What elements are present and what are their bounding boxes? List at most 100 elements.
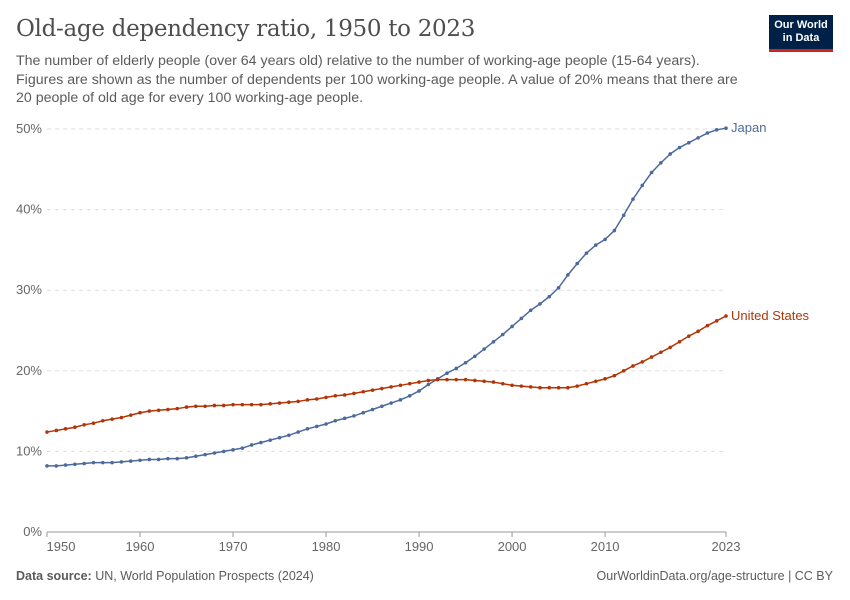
data-point: [724, 314, 728, 318]
data-point: [380, 404, 384, 409]
data-point: [566, 273, 570, 277]
data-point: [705, 131, 710, 135]
data-point: [119, 415, 124, 420]
data-point: [231, 447, 235, 452]
data-point: [240, 402, 245, 407]
data-point: [370, 407, 375, 412]
x-tick-label: 2010: [591, 539, 620, 554]
data-point: [631, 197, 635, 201]
data-point: [314, 397, 319, 401]
data-point: [259, 440, 263, 445]
data-point: [547, 294, 552, 299]
data-point: [380, 386, 384, 391]
data-point: [491, 380, 496, 384]
data-point: [324, 395, 328, 400]
x-tick-label: 1950: [47, 539, 76, 554]
data-point: [519, 384, 524, 388]
data-point: [575, 384, 579, 388]
data-point: [593, 379, 598, 384]
data-point: [407, 381, 412, 386]
data-point: [352, 414, 356, 418]
data-point: [500, 332, 505, 337]
data-point: [101, 460, 105, 465]
data-point: [128, 413, 133, 417]
data-point: [714, 319, 719, 323]
x-tick-label: 2000: [498, 539, 527, 554]
data-point: [277, 401, 282, 405]
data-point: [175, 406, 180, 411]
data-point: [407, 393, 412, 398]
data-point: [221, 403, 226, 408]
data-point: [389, 385, 393, 389]
data-point: [426, 382, 431, 387]
data-point: [649, 355, 654, 359]
data-point: [119, 460, 124, 464]
data-point: [147, 409, 152, 413]
data-point: [287, 400, 291, 405]
series-label: United States: [731, 308, 810, 323]
data-point: [705, 323, 710, 328]
data-point: [491, 339, 496, 344]
data-point: [500, 381, 505, 386]
data-point: [184, 405, 189, 409]
data-point: [333, 393, 338, 398]
data-point: [138, 458, 142, 463]
data-point: [649, 170, 654, 175]
series-line-japan: [47, 127, 727, 467]
data-point: [603, 237, 607, 242]
data-point: [73, 462, 77, 467]
y-tick-label: 0%: [23, 524, 42, 539]
x-tick-label: 1990: [405, 539, 434, 554]
data-point: [166, 456, 170, 461]
data-point: [240, 446, 245, 450]
data-point: [342, 416, 347, 421]
data-point: [482, 379, 486, 384]
data-point: [417, 380, 421, 384]
owid-logo[interactable]: Our World in Data: [769, 15, 833, 52]
data-point: [296, 430, 300, 434]
source-link[interactable]: OurWorldinData.org/age-structure | CC BY: [596, 569, 833, 583]
data-point: [156, 457, 161, 462]
x-tick-label: 1960: [126, 539, 155, 554]
data-point: [556, 285, 561, 290]
data-point: [166, 407, 170, 412]
y-tick-label: 40%: [16, 202, 42, 217]
data-point: [435, 377, 440, 382]
data-point: [686, 140, 691, 145]
data-point: [333, 418, 338, 423]
data-point: [361, 410, 366, 415]
data-point: [528, 385, 533, 389]
y-tick-label: 30%: [16, 282, 42, 297]
chart-title: Old-age dependency ratio, 1950 to 2023: [16, 16, 476, 42]
data-point: [584, 381, 589, 386]
source-text[interactable]: UN, World Population Prospects (2024): [95, 569, 314, 583]
data-point: [389, 401, 393, 405]
data-point: [370, 388, 375, 392]
data-point: [73, 425, 77, 430]
data-point: [82, 423, 87, 427]
data-point: [54, 428, 59, 433]
data-point: [184, 456, 189, 460]
data-point: [445, 371, 449, 376]
x-tick-label: 1970: [219, 539, 248, 554]
data-point: [668, 152, 672, 156]
data-point: [305, 427, 310, 431]
data-point: [110, 417, 114, 421]
data-point: [445, 377, 449, 382]
data-point: [147, 457, 152, 462]
data-point: [110, 460, 114, 465]
data-point: [463, 360, 468, 365]
data-point: [631, 364, 635, 368]
data-point: [417, 389, 421, 393]
data-point: [156, 408, 161, 413]
data-point: [268, 402, 273, 406]
data-point: [473, 378, 477, 383]
data-point: [584, 251, 589, 255]
data-point: [91, 460, 96, 465]
data-point: [621, 213, 626, 218]
data-point: [575, 261, 579, 266]
data-point: [510, 383, 514, 388]
data-point: [342, 393, 347, 397]
data-point: [621, 369, 626, 373]
data-point: [203, 452, 207, 457]
